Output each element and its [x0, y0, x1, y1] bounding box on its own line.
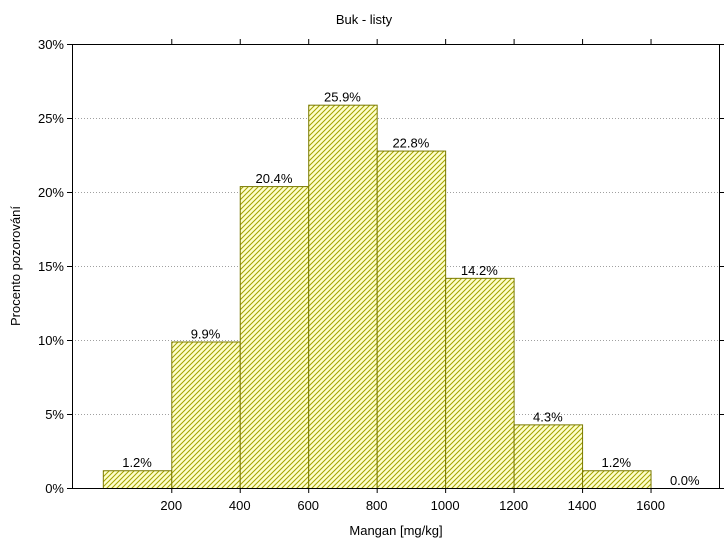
y-tick-label: 5% [45, 407, 64, 422]
axes-group [67, 39, 724, 493]
histogram-bar [582, 470, 652, 489]
bar-value-label: 20.4% [256, 171, 293, 186]
y-tick-label: 0% [45, 481, 64, 496]
y-tick-label: 15% [38, 259, 64, 274]
chart-title: Buk - listy [336, 12, 393, 27]
bar-value-label: 1.2% [122, 455, 152, 470]
y-tick-label: 10% [38, 333, 64, 348]
x-tick-label: 200 [160, 498, 182, 513]
plot-frame [72, 44, 720, 489]
histogram-bar [239, 186, 310, 490]
bar-value-label: 4.3% [533, 409, 563, 424]
x-axis-label: Mangan [mg/kg] [349, 523, 442, 538]
histogram-bar [376, 150, 447, 489]
x-tick-label: 1200 [499, 498, 528, 513]
y-tick-label: 20% [38, 185, 64, 200]
x-tick-label: 1400 [568, 498, 597, 513]
bar-value-label: 25.9% [324, 90, 361, 105]
bar-value-label: 0.0% [670, 473, 700, 488]
histogram-bar [171, 341, 241, 490]
x-tick-label: 1600 [636, 498, 665, 513]
bar-value-label: 14.2% [461, 263, 498, 278]
labels-group: 0% 5% 10% 15% 20% 25% 30% 1.2% 9.9% 20.4% 25.9% 22.… [38, 37, 700, 513]
bars-group [102, 104, 652, 490]
histogram-bar [102, 470, 173, 489]
y-tick-label: 25% [38, 111, 64, 126]
x-tick-label: 800 [366, 498, 388, 513]
bar-value-label: 1.2% [601, 455, 631, 470]
y-tick-label: 30% [38, 37, 64, 52]
x-tick-label: 600 [297, 498, 319, 513]
histogram-bar [308, 104, 378, 490]
x-tick-label: 400 [229, 498, 251, 513]
bar-value-label: 9.9% [191, 326, 221, 341]
bar-value-label: 22.8% [392, 136, 429, 151]
y-axis-label: Procento pozorování [8, 206, 23, 326]
histogram-bar [513, 424, 584, 489]
x-tick-label: 1000 [431, 498, 460, 513]
histogram-bar [445, 277, 515, 489]
